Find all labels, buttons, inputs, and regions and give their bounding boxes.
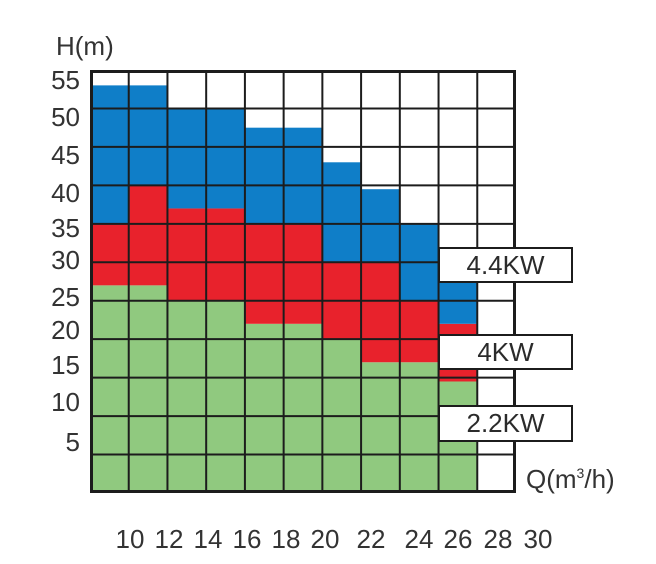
x-axis-title-superscript: 3	[576, 465, 585, 481]
x-axis-title-text-2: /h)	[584, 464, 615, 494]
band-4kw	[244, 223, 284, 324]
x-tick-label: 24	[404, 524, 434, 554]
power-label-4kw: 4KW	[438, 334, 573, 370]
x-tick-label: 30	[523, 524, 553, 554]
x-axis-title: Q(m3/h)	[526, 464, 615, 495]
x-tick-label: 12	[154, 524, 184, 554]
y-tick-label: 45	[51, 140, 80, 170]
x-tick-label: 22	[356, 524, 386, 554]
band-4kw	[128, 185, 168, 286]
y-tick-label: 10	[51, 387, 80, 417]
y-tick-label: 20	[51, 315, 80, 345]
band-4-4kw	[128, 85, 168, 186]
x-tick-label: 26	[443, 524, 473, 554]
x-tick-label: 28	[483, 524, 513, 554]
band-2-2kw	[361, 362, 400, 493]
x-axis-title-text: Q(m	[526, 464, 577, 494]
y-tick-label: 55	[51, 65, 80, 95]
band-4kw	[206, 208, 245, 301]
power-label-4-4kw: 4.4KW	[438, 247, 573, 283]
band-2-2kw	[128, 285, 168, 493]
y-tick-label: 40	[51, 178, 80, 208]
band-2-2kw	[283, 323, 323, 493]
x-tick-label: 20	[310, 524, 340, 554]
band-4kw	[361, 262, 400, 363]
x-tick-label: 18	[271, 524, 301, 554]
y-tick-label: 25	[51, 282, 80, 312]
band-4kw	[399, 300, 439, 363]
y-tick-label: 5	[65, 427, 80, 457]
band-4-4kw	[322, 162, 362, 263]
band-4-4kw	[206, 108, 245, 209]
band-4-4kw	[167, 108, 207, 209]
band-4-4kw	[438, 281, 478, 324]
band-4-4kw	[90, 85, 129, 224]
y-tick-label: 50	[51, 102, 80, 132]
x-tick-label: 14	[193, 524, 223, 554]
band-2-2kw	[167, 300, 207, 493]
band-4-4kw	[244, 127, 284, 224]
band-4kw	[90, 223, 129, 286]
band-4kw	[283, 223, 323, 324]
y-tick-label: 35	[51, 213, 80, 243]
y-tick-label: 30	[51, 245, 80, 275]
band-2-2kw	[206, 300, 245, 493]
y-axis-title: H(m)	[56, 31, 114, 61]
band-2-2kw	[244, 323, 284, 493]
power-label-2-2kw: 2.2KW	[438, 405, 573, 442]
y-tick-label: 15	[51, 350, 80, 380]
x-tick-label: 16	[232, 524, 262, 554]
band-4kw	[167, 208, 207, 301]
band-4-4kw	[361, 189, 400, 263]
x-tick-label: 10	[115, 524, 145, 554]
band-2-2kw	[90, 285, 129, 493]
band-2-2kw	[399, 362, 439, 493]
band-4-4kw	[283, 127, 323, 224]
